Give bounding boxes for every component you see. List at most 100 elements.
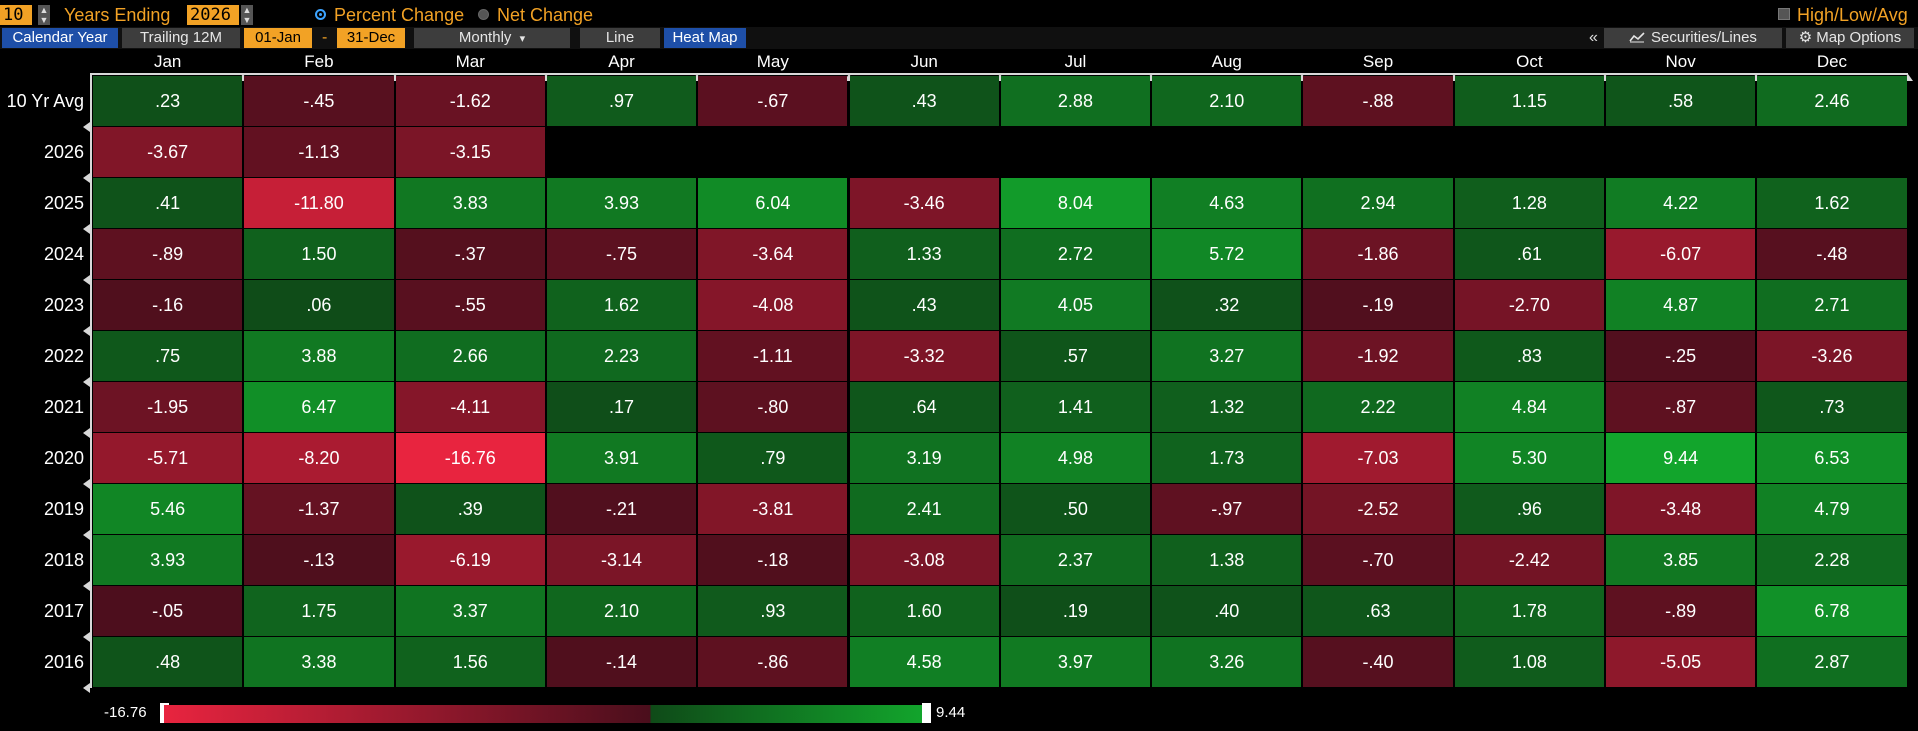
heatmap-cell[interactable]: -1.37 [244, 484, 393, 534]
heatmap-cell[interactable]: -11.80 [244, 178, 393, 228]
heatmap-cell[interactable]: 1.28 [1455, 178, 1604, 228]
net-change-label[interactable]: Net Change [497, 4, 593, 26]
heatmap-cell[interactable]: 4.63 [1152, 178, 1301, 228]
heatmap-cell[interactable]: 2.37 [1001, 535, 1150, 585]
heatmap-cell[interactable]: 3.91 [547, 433, 696, 483]
heatmap-cell[interactable]: 1.56 [396, 637, 545, 687]
heatmap-cell[interactable]: .93 [698, 586, 847, 636]
heatmap-cell[interactable]: -5.71 [93, 433, 242, 483]
heatmap-cell[interactable]: .61 [1455, 229, 1604, 279]
heatmap-cell[interactable]: 1.62 [547, 280, 696, 330]
heatmap-cell[interactable]: 3.83 [396, 178, 545, 228]
heatmap-cell[interactable]: .64 [850, 382, 999, 432]
heatmap-cell[interactable]: 3.97 [1001, 637, 1150, 687]
heatmap-cell[interactable]: 1.50 [244, 229, 393, 279]
heatmap-cell[interactable]: -.25 [1606, 331, 1755, 381]
heatmap-cell[interactable]: .39 [396, 484, 545, 534]
heatmap-cell[interactable]: 1.78 [1455, 586, 1604, 636]
heatmap-cell[interactable]: 6.78 [1757, 586, 1906, 636]
heatmap-cell[interactable]: 5.46 [93, 484, 242, 534]
heatmap-cell[interactable]: -.70 [1303, 535, 1452, 585]
heatmap-cell[interactable]: -4.08 [698, 280, 847, 330]
heatmap-cell[interactable]: 2.71 [1757, 280, 1906, 330]
heatmap-cell[interactable]: .23 [93, 76, 242, 126]
heatmap-cell[interactable]: -5.05 [1606, 637, 1755, 687]
heatmap-cell[interactable]: -.88 [1303, 76, 1452, 126]
heatmap-cell[interactable]: -.75 [547, 229, 696, 279]
heatmap-cell[interactable]: 4.22 [1606, 178, 1755, 228]
heatmap-cell[interactable]: .58 [1606, 76, 1755, 126]
heatmap-cell[interactable]: -1.95 [93, 382, 242, 432]
heatmap-cell[interactable]: -.97 [1152, 484, 1301, 534]
heatmap-cell[interactable]: -3.81 [698, 484, 847, 534]
heatmap-cell[interactable]: -3.15 [396, 127, 545, 177]
collapse-chevron-icon[interactable]: « [1589, 28, 1598, 48]
heatmap-cell[interactable]: .43 [850, 76, 999, 126]
heatmap-cell[interactable]: 1.08 [1455, 637, 1604, 687]
end-date-field[interactable]: 31-Dec [337, 28, 405, 48]
map-options-button[interactable]: ⚙ Map Options [1786, 28, 1914, 48]
heatmap-cell[interactable]: 3.85 [1606, 535, 1755, 585]
heatmap-cell[interactable]: 6.47 [244, 382, 393, 432]
heatmap-cell[interactable]: .48 [93, 637, 242, 687]
heatmap-cell[interactable]: -6.07 [1606, 229, 1755, 279]
calendar-year-button[interactable]: Calendar Year [2, 28, 118, 48]
period-dropdown[interactable]: Monthly ▾ [414, 28, 570, 48]
heatmap-cell[interactable]: 1.33 [850, 229, 999, 279]
heatmap-cell[interactable]: -3.08 [850, 535, 999, 585]
heatmap-cell[interactable]: -3.32 [850, 331, 999, 381]
heatmap-cell[interactable]: .83 [1455, 331, 1604, 381]
start-date-field[interactable]: 01-Jan [244, 28, 312, 48]
heatmap-cell[interactable]: .19 [1001, 586, 1150, 636]
heatmap-cell[interactable]: 3.37 [396, 586, 545, 636]
heatmap-cell[interactable]: .17 [547, 382, 696, 432]
years-count-stepper[interactable]: ▲ ▼ [38, 5, 50, 25]
heatmap-cell[interactable]: -2.42 [1455, 535, 1604, 585]
heatmap-cell[interactable]: -.55 [396, 280, 545, 330]
heatmap-cell[interactable]: 8.04 [1001, 178, 1150, 228]
heatmap-cell[interactable]: -1.92 [1303, 331, 1452, 381]
heatmap-cell[interactable]: -3.67 [93, 127, 242, 177]
heatmap-cell[interactable]: -8.20 [244, 433, 393, 483]
heatmap-cell[interactable]: .41 [93, 178, 242, 228]
heatmap-cell[interactable]: 6.53 [1757, 433, 1906, 483]
high-low-avg-checkbox[interactable] [1778, 8, 1790, 20]
heatmap-cell[interactable]: .32 [1152, 280, 1301, 330]
heatmap-cell[interactable]: 4.58 [850, 637, 999, 687]
heatmap-cell[interactable]: 5.72 [1152, 229, 1301, 279]
heatmap-cell[interactable]: 3.38 [244, 637, 393, 687]
heatmap-cell[interactable]: -.87 [1606, 382, 1755, 432]
heatmap-cell[interactable]: -.14 [547, 637, 696, 687]
heatmap-cell[interactable]: .50 [1001, 484, 1150, 534]
heatmap-cell[interactable]: .75 [93, 331, 242, 381]
heatmap-cell[interactable]: 2.88 [1001, 76, 1150, 126]
heatmap-cell[interactable]: 4.79 [1757, 484, 1906, 534]
heatmap-cell[interactable]: -1.13 [244, 127, 393, 177]
heatmap-cell[interactable]: 4.98 [1001, 433, 1150, 483]
heatmap-cell[interactable]: -.05 [93, 586, 242, 636]
heatmap-cell[interactable]: 3.27 [1152, 331, 1301, 381]
net-change-radio[interactable] [478, 9, 489, 20]
heatmap-cell[interactable]: 9.44 [1606, 433, 1755, 483]
heatmap-cell[interactable]: -2.70 [1455, 280, 1604, 330]
end-year-field[interactable]: 2026 [187, 5, 239, 25]
heatmap-cell[interactable]: .63 [1303, 586, 1452, 636]
heatmap-cell[interactable]: -3.64 [698, 229, 847, 279]
heatmap-cell[interactable]: -.67 [698, 76, 847, 126]
heatmap-cell[interactable]: 3.19 [850, 433, 999, 483]
heatmap-cell[interactable]: 3.88 [244, 331, 393, 381]
heatmap-cell[interactable]: 2.23 [547, 331, 696, 381]
heatmap-cell[interactable]: 2.41 [850, 484, 999, 534]
heatmap-cell[interactable]: 1.15 [1455, 76, 1604, 126]
heatmap-cell[interactable]: -1.11 [698, 331, 847, 381]
heat-map-view-button[interactable]: Heat Map [664, 28, 746, 48]
heatmap-cell[interactable]: -.16 [93, 280, 242, 330]
percent-change-label[interactable]: Percent Change [334, 4, 464, 26]
heatmap-cell[interactable]: 3.93 [93, 535, 242, 585]
heatmap-cell[interactable]: 2.10 [547, 586, 696, 636]
heatmap-cell[interactable]: -.80 [698, 382, 847, 432]
heatmap-cell[interactable]: -.89 [1606, 586, 1755, 636]
heatmap-cell[interactable]: -.21 [547, 484, 696, 534]
heatmap-cell[interactable]: -3.26 [1757, 331, 1906, 381]
heatmap-cell[interactable]: -1.62 [396, 76, 545, 126]
